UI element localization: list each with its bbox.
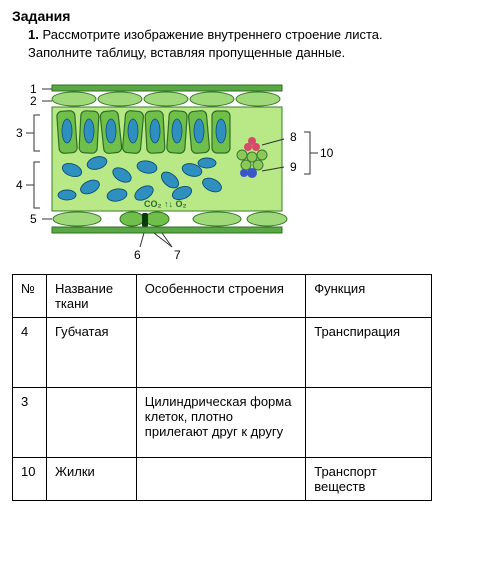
task-number: 1. bbox=[28, 27, 39, 42]
heading-title: Задания bbox=[12, 8, 488, 24]
cell-function: Транспирация bbox=[306, 318, 432, 388]
tissue-table: № Название ткани Особенности строения Фу… bbox=[12, 274, 432, 501]
header-function: Функция bbox=[306, 275, 432, 318]
cell-num: 10 bbox=[13, 458, 47, 501]
diagram-label-10: 10 bbox=[320, 146, 334, 160]
table-row: 10 Жилки Транспорт веществ bbox=[13, 458, 432, 501]
cell-num: 4 bbox=[13, 318, 47, 388]
diagram-label-9: 9 bbox=[290, 160, 297, 174]
table-header-row: № Название ткани Особенности строения Фу… bbox=[13, 275, 432, 318]
diagram-label-5: 5 bbox=[30, 212, 37, 226]
gas-label: CO₂ ↑↓ O₂ bbox=[144, 199, 187, 209]
cell-function: Транспорт веществ bbox=[306, 458, 432, 501]
leaf-diagram: CO₂ ↑↓ O₂ 1 2 3 4 5 6 7 8 9 10 bbox=[12, 67, 488, 262]
cell-function bbox=[306, 388, 432, 458]
diagram-label-3: 3 bbox=[16, 126, 23, 140]
table-row: 4 Губчатая Транспирация bbox=[13, 318, 432, 388]
header-features: Особенности строения bbox=[136, 275, 305, 318]
cell-num: 3 bbox=[13, 388, 47, 458]
diagram-label-7: 7 bbox=[174, 248, 181, 262]
table-row: 3 Цилиндрическая форма клеток, плотно пр… bbox=[13, 388, 432, 458]
cell-name bbox=[46, 388, 136, 458]
header-num: № bbox=[13, 275, 47, 318]
cell-features bbox=[136, 318, 305, 388]
diagram-label-4: 4 bbox=[16, 178, 23, 192]
task-text: 1. Рассмотрите изображение внутреннего с… bbox=[12, 26, 488, 61]
cell-features bbox=[136, 458, 305, 501]
cell-name: Жилки bbox=[46, 458, 136, 501]
header-name: Название ткани bbox=[46, 275, 136, 318]
cell-name: Губчатая bbox=[46, 318, 136, 388]
task-line-1: Рассмотрите изображение внутреннего стро… bbox=[42, 27, 382, 42]
diagram-label-8: 8 bbox=[290, 130, 297, 144]
cell-features: Цилиндрическая форма клеток, плотно прил… bbox=[136, 388, 305, 458]
task-line-2: Заполните таблицу, вставляя пропущенные … bbox=[28, 45, 345, 60]
diagram-label-6: 6 bbox=[134, 248, 141, 262]
diagram-label-2: 2 bbox=[30, 94, 37, 108]
